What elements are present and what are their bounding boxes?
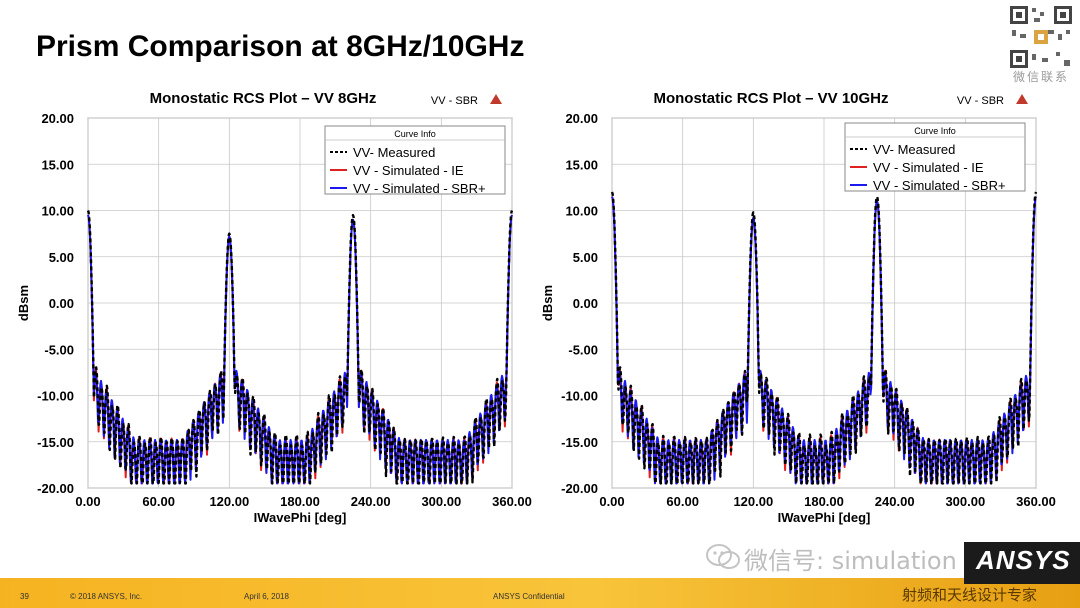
legend-title: Curve Info (394, 129, 436, 139)
footer-bar: 39 © 2018 ANSYS, Inc. April 6, 2018 ANSY… (0, 578, 1080, 608)
x-axis-label: IWavePhi [deg] (254, 510, 347, 525)
qr-code-icon (1008, 4, 1074, 70)
y-tick-label: 0.00 (573, 296, 598, 311)
slide-title: Prism Comparison at 8GHz/10GHz (36, 30, 525, 63)
y-tick-label: 20.00 (565, 111, 598, 126)
legend-box (324, 125, 506, 195)
x-tick-label: 360.00 (492, 494, 532, 509)
y-tick-label: -10.00 (37, 389, 74, 404)
y-tick-label: -5.00 (568, 342, 598, 357)
x-axis-label: IWavePhi [deg] (778, 510, 871, 525)
page-number: 39 (20, 592, 29, 601)
legend-entry: VV - Simulated - SBR+ (353, 181, 486, 196)
rcs-plot-10ghz: Monostatic RCS Plot – VV 10GHz VV - SBR 20… (540, 90, 1056, 525)
y-tick-label: 10.00 (41, 204, 74, 219)
legend-entry: VV - Simulated - IE (873, 160, 984, 175)
x-tick-label: 300.00 (421, 494, 461, 509)
x-tick-label: 60.00 (142, 494, 175, 509)
y-tick-label: -5.00 (44, 342, 74, 357)
legend-box (844, 122, 1026, 192)
y-axis-label: dBsm (540, 285, 555, 321)
chart-tag: VV - SBR (957, 95, 1004, 107)
x-tick-label: 0.00 (599, 494, 624, 509)
chart-title: Monostatic RCS Plot – VV 10GHz (653, 90, 888, 107)
y-axis-label: dBsm (16, 285, 31, 321)
x-tick-label: 240.00 (351, 494, 391, 509)
y-tick-label: 0.00 (49, 296, 74, 311)
ansys-triangle-icon (1016, 94, 1028, 104)
x-tick-label: 300.00 (945, 494, 985, 509)
y-tick-label: 10.00 (565, 204, 598, 219)
x-tick-label: 120.00 (209, 494, 249, 509)
watermark-text: 微信号: simulation (744, 547, 957, 575)
chart-tag: VV - SBR (431, 95, 478, 107)
y-tick-label: 5.00 (49, 250, 74, 265)
y-tick-label: 5.00 (573, 250, 598, 265)
legend-entry: VV- Measured (353, 145, 435, 160)
legend-entry: VV - Simulated - IE (353, 163, 464, 178)
y-tick-label: 15.00 (565, 157, 598, 172)
legend: Curve Info VV- Measured VV - Simulated - I… (844, 122, 1026, 193)
legend: Curve Info VV- Measured VV - Simulated - I… (324, 125, 506, 196)
footer-date: April 6, 2018 (244, 592, 289, 601)
y-tick-label: -15.00 (37, 435, 74, 450)
y-tick-label: -15.00 (561, 435, 598, 450)
ansys-triangle-icon (490, 94, 502, 104)
x-tick-label: 0.00 (75, 494, 100, 509)
x-tick-label: 360.00 (1016, 494, 1056, 509)
ansys-logo (964, 542, 1080, 584)
series-line-measured (610, 191, 1038, 485)
x-tick-label: 240.00 (875, 494, 915, 509)
y-tick-label: -10.00 (561, 389, 598, 404)
series-line-measured (86, 210, 514, 485)
qr-caption: 微信联系 (1012, 70, 1069, 84)
y-tick-label: -20.00 (37, 481, 74, 496)
legend-entry: VV- Measured (873, 142, 955, 157)
logo-text: ANSYS (976, 545, 1071, 575)
wechat-icon (706, 544, 740, 569)
confidential-label: ANSYS Confidential (493, 592, 565, 601)
rcs-plot-8ghz: Monostatic RCS Plot – VV 8GHz VV - SBR 20.… (16, 90, 532, 525)
legend-entry: VV - Simulated - SBR+ (873, 178, 1006, 193)
copyright: © 2018 ANSYS, Inc. (70, 592, 143, 601)
x-tick-label: 120.00 (733, 494, 773, 509)
chart-title: Monostatic RCS Plot – VV 8GHz (150, 90, 377, 107)
y-tick-label: -20.00 (561, 481, 598, 496)
tagline: 射频和天线设计专家 (902, 586, 1038, 604)
x-tick-label: 180.00 (804, 494, 844, 509)
x-tick-label: 60.00 (666, 494, 699, 509)
x-tick-label: 180.00 (280, 494, 320, 509)
y-tick-label: 15.00 (41, 157, 74, 172)
legend-title: Curve Info (914, 126, 956, 136)
y-tick-label: 20.00 (41, 111, 74, 126)
